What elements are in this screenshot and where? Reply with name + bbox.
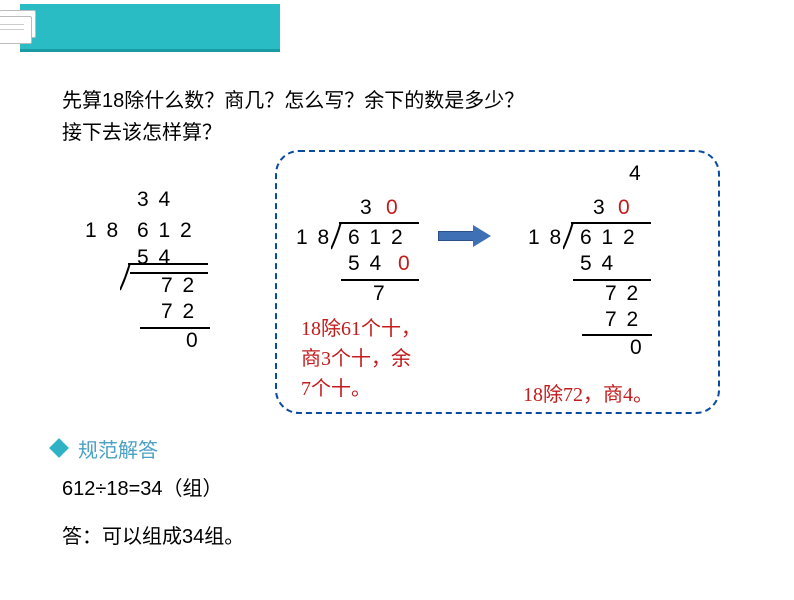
step2-sub1: 5 4 [580, 252, 615, 276]
step1-dividend: 6 1 2 [348, 226, 405, 250]
step1-qb: 3 [360, 196, 374, 220]
diamond-icon [49, 438, 69, 458]
step2-dividend: 6 1 2 [580, 226, 637, 250]
header-tab [20, 4, 280, 52]
step1-note: 18除61个十， 商3个十，余 7个十。 [301, 314, 421, 404]
step2-qb: 3 [593, 196, 607, 220]
step1-line [341, 279, 419, 281]
step1-rem: 7 [373, 282, 387, 306]
section-title: 规范解答 [78, 434, 158, 463]
question-line1: 先算18除什么数？商几？怎么写？余下的数是多少？ [62, 84, 524, 118]
answer-reply: 答：可以组成34组。 [62, 520, 244, 554]
slide-header [0, 4, 280, 52]
left-divisor: 1 8 [85, 219, 120, 243]
step2-rem2: 0 [630, 336, 644, 360]
step2-divisor: 1 8 [528, 226, 563, 250]
step2-rem1: 7 2 [605, 282, 640, 306]
step1-sub-b: 5 4 [348, 252, 383, 276]
question-line2: 接下去该怎样算？ [62, 116, 222, 150]
step2-qr: 0 [618, 196, 632, 220]
step1-divisor: 1 8 [296, 226, 331, 250]
answer-eq: 612÷18=34（组） [62, 472, 223, 506]
left-sub2: 7 2 [161, 300, 196, 324]
arrow-icon [438, 231, 474, 241]
left-rem1: 7 2 [161, 274, 196, 298]
step2-top: 4 [629, 162, 643, 186]
step2-sub2: 7 2 [605, 308, 640, 332]
step1-qr: 0 [386, 196, 400, 220]
book-icon [0, 4, 42, 44]
arrow-head-icon [473, 225, 491, 247]
left-sub1: 5 4 [137, 246, 172, 270]
step2-line1 [573, 279, 651, 281]
left-quotient: 3 4 [137, 188, 172, 212]
step1-sub-r: 0 [398, 252, 412, 276]
left-dividend: 6 1 2 [137, 219, 194, 243]
left-rem2: 0 [186, 329, 200, 353]
step2-note: 18除72，商4。 [523, 380, 653, 410]
